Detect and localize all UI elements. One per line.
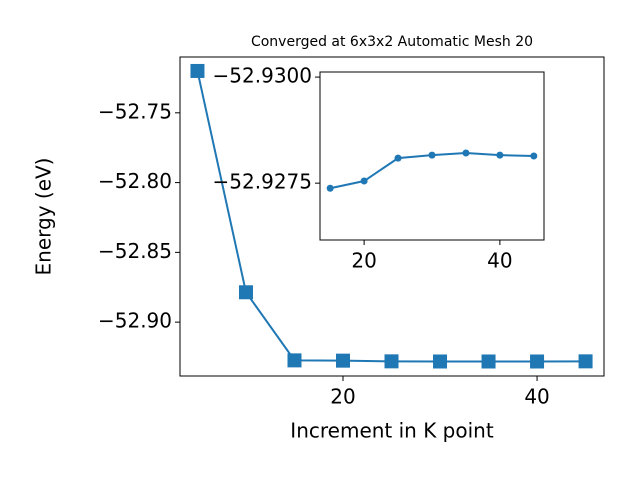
marker [394,154,402,162]
marker [481,354,496,369]
y-tick-label: −52.85 [98,239,172,263]
marker [530,354,545,369]
x-tick-label: 20 [351,249,376,273]
marker [287,353,302,368]
y-tick-label: −52.90 [98,309,172,333]
marker [578,354,593,369]
x-tick-label: 40 [487,249,512,273]
marker [384,354,399,369]
marker [496,151,504,159]
y-axis-label: Energy (eV) [32,158,56,276]
x-tick-label: 40 [524,385,549,409]
marker [530,152,538,160]
y-tick-label: −52.9275 [213,170,312,194]
marker [326,184,334,192]
marker [238,285,253,300]
marker [428,151,436,159]
y-tick-label: −52.9300 [213,64,312,88]
y-tick-label: −52.80 [98,169,172,193]
marker [336,353,351,368]
marker [190,63,205,78]
x-axis-label: Increment in K point [290,419,494,443]
marker [433,354,448,369]
marker [360,177,368,185]
chart-title: Converged at 6x3x2 Automatic Mesh 20 [251,34,533,50]
y-tick-label: −52.75 [98,99,172,123]
x-tick-label: 20 [330,385,355,409]
marker [462,149,470,157]
